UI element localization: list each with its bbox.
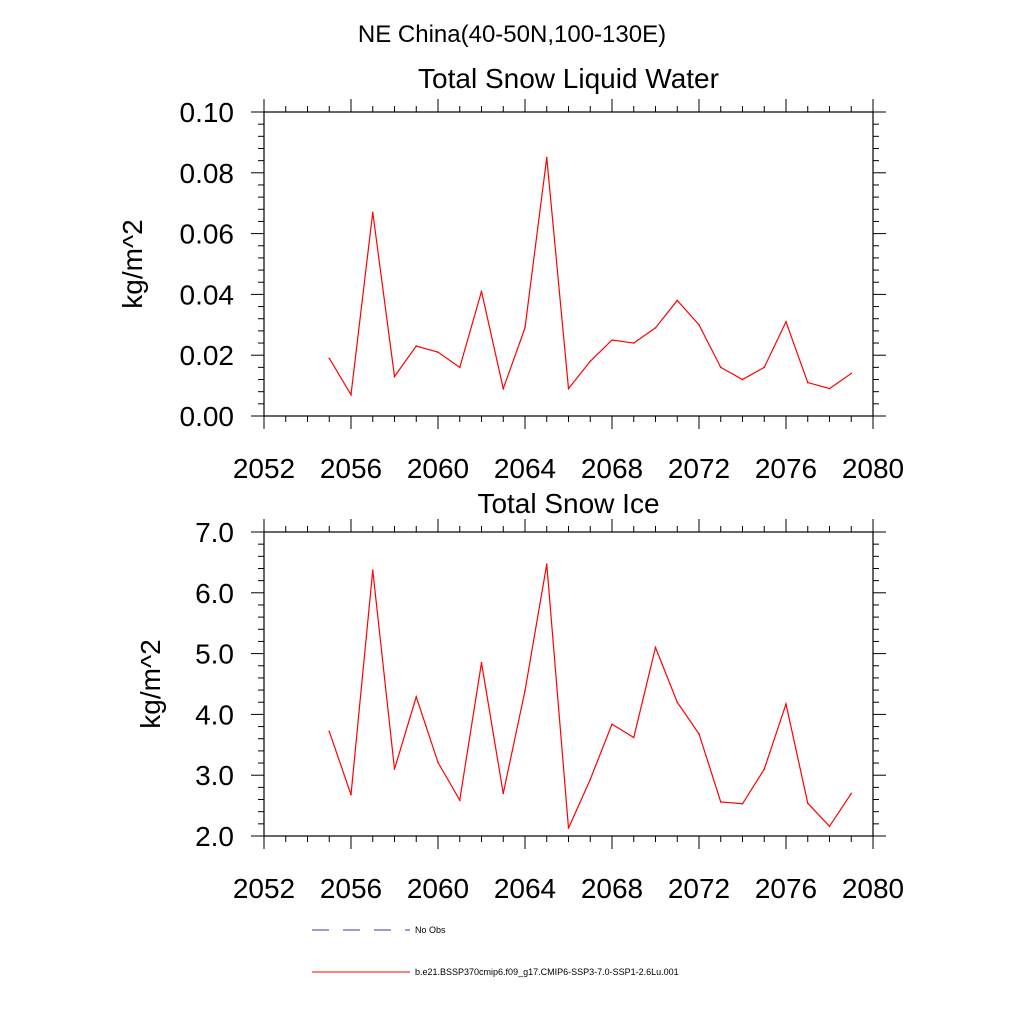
data-point — [719, 801, 722, 803]
data-point — [632, 736, 635, 739]
data-point — [524, 327, 526, 329]
data-point — [371, 569, 374, 572]
data-point — [850, 372, 853, 375]
panel-total-snow-ice: Total Snow Ice 2052 2056 2060 2064 2068 2072 20… — [135, 488, 904, 904]
data-point — [458, 366, 461, 369]
legend: No Obs b.e21.BSSP370cmip6.f09_g17.CMIP6-S… — [312, 925, 679, 977]
x-tick-label: 2060 — [407, 873, 469, 904]
data-point — [589, 360, 592, 363]
data-point — [806, 802, 809, 804]
data-point — [480, 290, 483, 293]
y-tick-label: 5.0 — [195, 639, 234, 670]
data-point — [828, 825, 831, 828]
x-tick-label: 2068 — [581, 873, 643, 904]
data-point — [524, 689, 526, 692]
series-line — [328, 564, 852, 829]
data-point — [850, 792, 853, 795]
data-point — [502, 387, 505, 390]
data-point — [719, 366, 722, 369]
chart-title: Total Snow Liquid Water — [418, 63, 719, 94]
x-tick-label: 2064 — [494, 453, 556, 484]
data-point — [632, 342, 635, 344]
data-point — [437, 351, 439, 353]
panel-total-snow-liquid-water: Total Snow Liquid Water 2052 2056 2060 2064 2… — [117, 63, 904, 484]
y-tick-label: 0.00 — [180, 401, 235, 432]
data-point — [611, 339, 613, 341]
data-point — [328, 357, 331, 360]
data-point — [545, 156, 548, 159]
data-point — [763, 768, 766, 770]
x-tick-label: 2056 — [320, 453, 382, 484]
data-point — [393, 375, 396, 378]
data-point — [567, 827, 570, 829]
data-point — [611, 723, 613, 725]
data-point — [328, 730, 331, 733]
x-tick-label: 2056 — [320, 873, 382, 904]
y-tick-label: 0.06 — [180, 219, 235, 250]
y-tick-label: 0.10 — [180, 97, 235, 128]
x-tick-label: 2080 — [842, 453, 904, 484]
data-point — [458, 799, 461, 801]
series-line — [328, 157, 852, 397]
data-point — [698, 733, 700, 735]
y-tick-label: 0.02 — [180, 340, 235, 371]
data-point — [763, 366, 766, 369]
x-tick-label: 2068 — [581, 453, 643, 484]
data-point — [741, 802, 744, 805]
x-tick-label: 2076 — [755, 873, 817, 904]
y-tick-label: 4.0 — [195, 699, 234, 730]
y-tick-label: 2.0 — [195, 821, 234, 852]
data-point — [567, 387, 570, 390]
data-point — [480, 661, 483, 664]
x-tick-label: 2052 — [233, 873, 295, 904]
y-tick-label: 7.0 — [195, 517, 234, 548]
y-tick-label: 6.0 — [195, 578, 234, 609]
data-point — [350, 393, 352, 396]
y-axis-label: kg/m^2 — [135, 639, 166, 728]
chart-title: Total Snow Ice — [477, 488, 659, 519]
data-point — [415, 345, 418, 347]
x-tick-label: 2064 — [494, 873, 556, 904]
data-point — [589, 778, 592, 781]
data-point — [676, 701, 679, 704]
data-point — [371, 211, 374, 214]
plot-frame — [263, 111, 874, 417]
x-tick-label: 2072 — [668, 453, 730, 484]
data-point — [437, 761, 439, 764]
figure-title: NE China(40-50N,100-130E) — [358, 21, 666, 48]
data-point — [676, 299, 679, 302]
x-tick-label: 2080 — [842, 873, 904, 904]
data-point — [806, 381, 809, 384]
data-point — [828, 387, 831, 390]
data-point — [545, 563, 548, 566]
y-tick-label: 0.04 — [180, 279, 235, 310]
plot-frame — [263, 531, 874, 837]
legend-label: b.e21.BSSP370cmip6.f09_g17.CMIP6-SSP3-7.… — [415, 967, 679, 977]
data-point — [654, 646, 657, 649]
x-tick-label: 2052 — [233, 453, 295, 484]
data-point — [415, 695, 418, 698]
legend-label: No Obs — [415, 925, 446, 935]
data-point — [741, 378, 744, 381]
x-tick-label: 2060 — [407, 453, 469, 484]
x-tick-label: 2076 — [755, 453, 817, 484]
data-point — [785, 703, 787, 705]
y-axis-label: kg/m^2 — [117, 219, 148, 308]
data-point — [698, 324, 700, 326]
data-point — [393, 768, 396, 770]
y-tick-label: 3.0 — [195, 760, 234, 791]
data-point — [785, 320, 787, 323]
data-point — [654, 327, 657, 329]
data-point — [502, 792, 505, 795]
data-point — [350, 793, 352, 796]
y-tick-label: 0.08 — [180, 158, 235, 189]
x-tick-label: 2072 — [668, 873, 730, 904]
